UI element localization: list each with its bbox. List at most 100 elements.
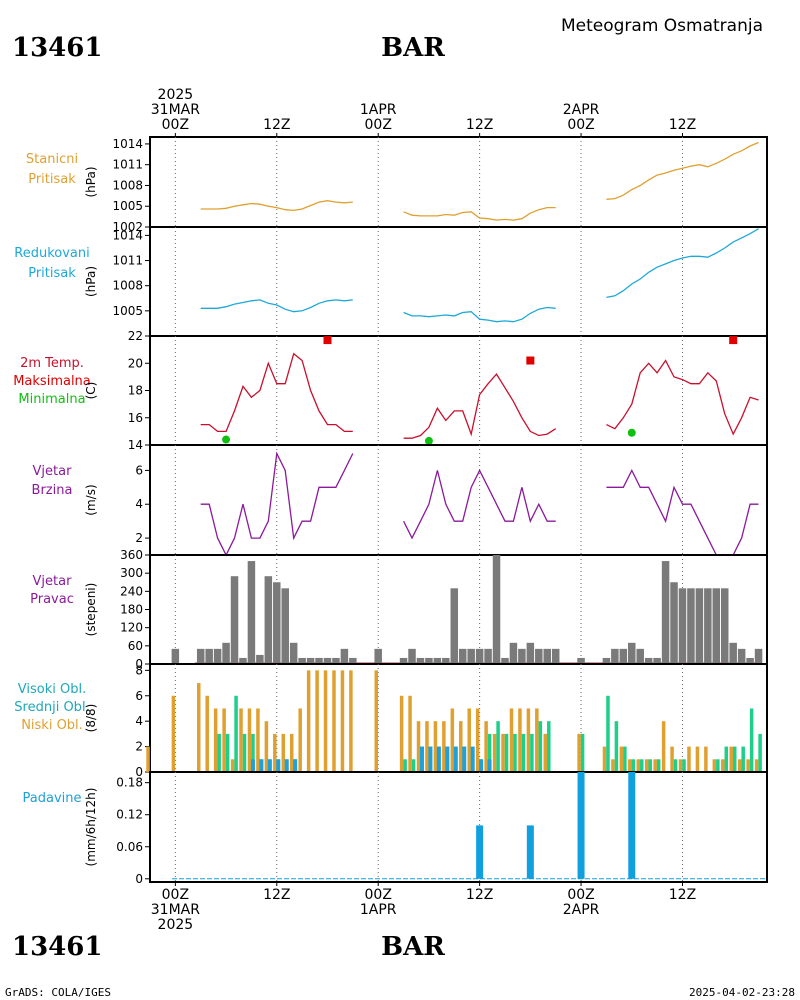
bar: [408, 648, 416, 664]
time-label: 00Z: [162, 117, 189, 133]
y-tick-label: 60: [128, 639, 143, 653]
series-line: [606, 228, 759, 299]
y-tick-label: 1008: [112, 279, 143, 293]
y-tick-label: 18: [128, 384, 143, 398]
cloud-bar: [543, 733, 548, 772]
y-tick-label: 240: [120, 584, 143, 598]
bar: [281, 588, 289, 664]
panel-temperature: 2m Temp. Maksimalna Minimalna(C) 14 16 18 20 22: [13, 329, 768, 452]
y-tick-label: 1005: [112, 199, 143, 213]
cloud-bar: [653, 759, 657, 772]
y-tick-label: 1008: [112, 178, 143, 192]
cloud-bar: [631, 759, 636, 772]
cloud-bar: [251, 733, 255, 772]
y-tick-label: 1011: [112, 158, 143, 172]
bar: [425, 657, 433, 664]
bar: [230, 576, 239, 664]
cloud-bar: [442, 721, 446, 772]
series-line: [606, 468, 759, 556]
y-tick-label: 120: [120, 621, 143, 635]
side-label: Niski Obl.: [21, 718, 83, 733]
time-label: 31MAR: [151, 102, 200, 118]
cloud-bar: [580, 733, 585, 772]
y-tick-label: 0: [135, 657, 143, 671]
cloud-bar: [281, 733, 286, 772]
y-tick-label: 0: [135, 765, 143, 779]
cloud-bar: [518, 708, 522, 772]
bar: [332, 657, 340, 664]
cloud-bar: [509, 708, 514, 772]
cloud-bar: [408, 695, 412, 772]
cloud-bar: [256, 708, 260, 772]
cloud-bar: [217, 733, 221, 772]
bar: [746, 657, 754, 664]
cloud-bar: [250, 759, 255, 772]
y-tick-label: 20: [128, 356, 143, 370]
time-label: 00Z: [365, 887, 392, 903]
cloud-bar: [264, 721, 269, 772]
cloud-bar: [171, 695, 176, 772]
y-tick-label: 0: [135, 872, 143, 886]
min-temp-marker: [222, 435, 231, 444]
cloud-bar: [712, 759, 717, 772]
bar: [712, 588, 721, 664]
y-tick-label: 22: [128, 329, 143, 343]
bar: [247, 561, 256, 664]
station-id-bottom: 13461: [12, 932, 102, 962]
cloud-bar: [213, 708, 218, 772]
side-label: Pritisak: [28, 172, 76, 187]
cloud-bar: [737, 759, 742, 772]
cloud-bar: [259, 759, 264, 772]
time-label: 2025: [158, 917, 194, 933]
cloud-bar: [614, 721, 619, 772]
max-temp-marker: [729, 336, 738, 345]
time-label: 2025: [158, 87, 194, 103]
y-tick-label: 4: [135, 714, 143, 728]
cloud-bar: [678, 759, 683, 772]
y-tick-label: 180: [120, 603, 143, 617]
side-label: Padavine: [23, 791, 82, 806]
cloud-bar: [656, 759, 661, 772]
y-axis-label: (stepeni): [84, 583, 98, 637]
y-axis-label: (m/s): [84, 484, 98, 515]
y-axis-label: (C): [84, 382, 98, 400]
cloud-bar: [673, 759, 678, 772]
bar: [619, 648, 628, 664]
cloud-bar: [467, 708, 471, 772]
bar: [695, 588, 704, 664]
cloud-bar: [425, 721, 429, 772]
panel-reduced_pressure: Redukovani Pritisak (hPa) 1005 1008 1011 1014: [14, 226, 768, 337]
cloud-bar: [411, 759, 416, 772]
time-label: 12Z: [669, 887, 696, 903]
bar: [704, 588, 712, 664]
panel-frame: [149, 335, 768, 446]
bar: [526, 825, 534, 879]
bar: [737, 648, 746, 664]
series-line: [606, 141, 759, 200]
side-label: Pritisak: [28, 266, 76, 281]
cloud-bar: [716, 759, 720, 772]
y-tick-label: 1011: [112, 254, 143, 268]
cloud-bar: [547, 721, 551, 772]
time-label: 00Z: [365, 117, 392, 133]
cloud-bar: [648, 759, 652, 772]
series-line: [200, 200, 353, 212]
cloud-bar: [293, 759, 298, 772]
cloud-bar: [436, 746, 441, 772]
bar: [239, 657, 247, 664]
cloud-bar: [640, 759, 644, 772]
cloud-bar: [704, 746, 708, 772]
cloud-bar: [670, 746, 674, 772]
bar: [340, 648, 349, 664]
bar: [442, 657, 450, 664]
cloud-bar: [445, 746, 450, 772]
bar: [577, 772, 585, 879]
bar: [273, 582, 281, 664]
time-label: 31MAR: [151, 902, 200, 918]
cloud-bar: [487, 759, 492, 772]
cloud-bar: [504, 733, 509, 772]
y-tick-label: 6: [135, 689, 143, 703]
cloud-bar: [230, 759, 235, 772]
cloud-bar: [526, 708, 531, 772]
